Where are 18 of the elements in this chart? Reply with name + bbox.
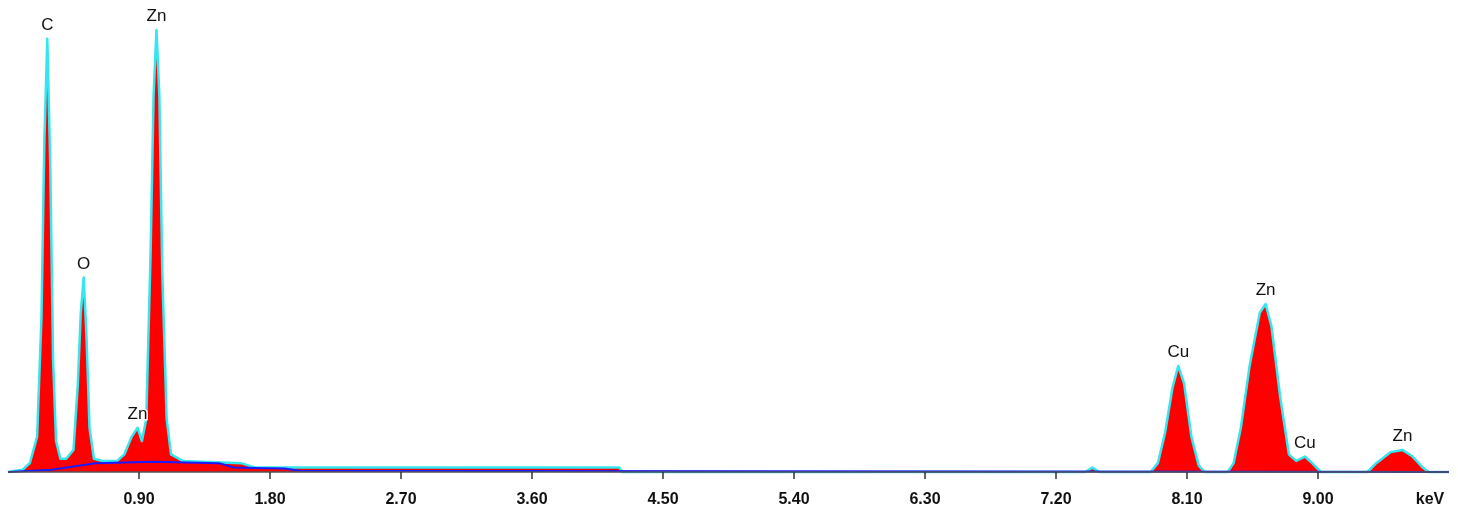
x-tick-label: 6.30 bbox=[909, 490, 941, 507]
annotation: Cu bbox=[1294, 432, 1316, 452]
annotation: Cu bbox=[1167, 341, 1190, 361]
x-tick-label: 4.50 bbox=[647, 490, 679, 507]
x-tick-label: 8.10 bbox=[1171, 490, 1203, 507]
x-tick-label: 3.60 bbox=[516, 490, 548, 507]
x-tick-label: 7.20 bbox=[1040, 490, 1072, 507]
annotation: Zn bbox=[146, 6, 167, 25]
annotation: Zn bbox=[1392, 425, 1413, 445]
annotation: Zn bbox=[1255, 280, 1276, 300]
x-tick-label: 1.80 bbox=[254, 490, 286, 507]
x-tick-label: 9.00 bbox=[1302, 490, 1334, 507]
x-tick-label: 2.70 bbox=[385, 490, 417, 507]
x-tick-label: 5.40 bbox=[778, 490, 810, 507]
x-tick-label: 0.90 bbox=[123, 490, 155, 507]
x-axis-title: keV bbox=[1415, 490, 1445, 507]
annotation: C bbox=[41, 14, 54, 34]
annotation: O bbox=[77, 253, 91, 273]
